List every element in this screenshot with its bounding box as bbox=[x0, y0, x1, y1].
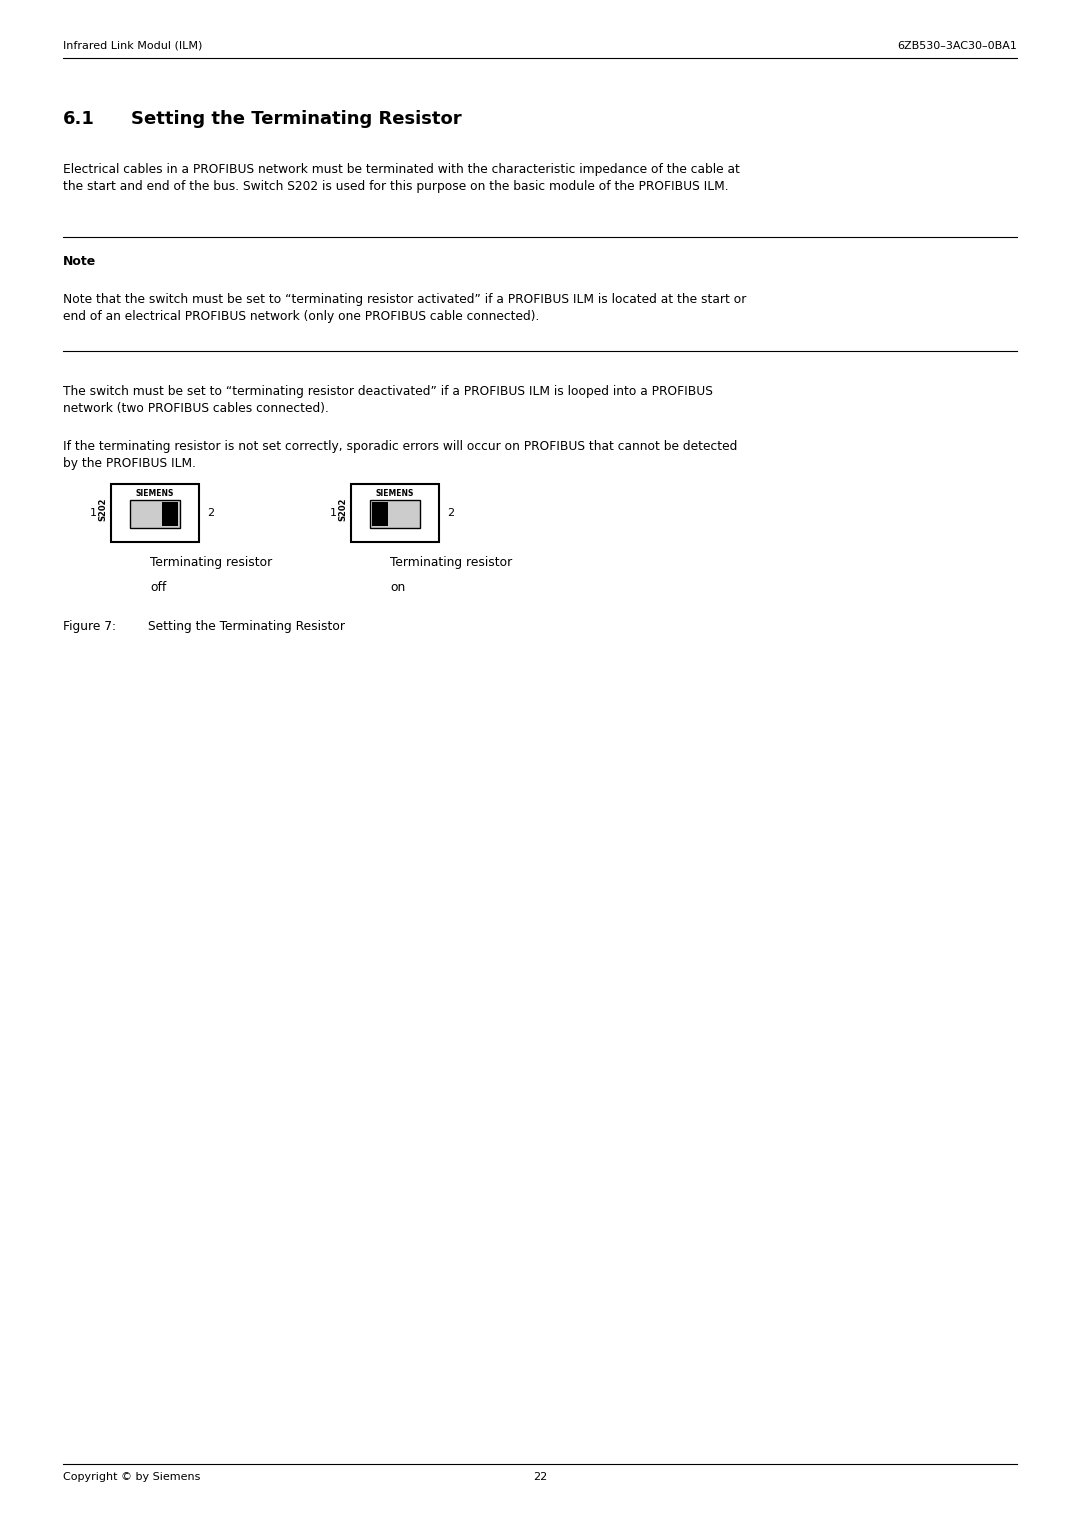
Text: The switch must be set to “terminating resistor deactivated” if a PROFIBUS ILM i: The switch must be set to “terminating r… bbox=[63, 385, 713, 416]
Text: on: on bbox=[390, 581, 405, 594]
Text: Copyright © by Siemens: Copyright © by Siemens bbox=[63, 1471, 201, 1482]
Text: SIEMENS: SIEMENS bbox=[136, 489, 174, 498]
Text: Electrical cables in a PROFIBUS network must be terminated with the characterist: Electrical cables in a PROFIBUS network … bbox=[63, 163, 740, 194]
Text: 6ZB530–3AC30–0BA1: 6ZB530–3AC30–0BA1 bbox=[897, 41, 1017, 50]
Text: 22: 22 bbox=[532, 1471, 548, 1482]
Bar bbox=[372, 503, 388, 527]
Text: S202: S202 bbox=[338, 498, 348, 521]
Text: 1: 1 bbox=[90, 509, 96, 518]
Bar bbox=[351, 484, 438, 542]
Bar bbox=[370, 500, 420, 529]
Text: Terminating resistor: Terminating resistor bbox=[390, 556, 512, 570]
Text: 2: 2 bbox=[207, 509, 215, 518]
Text: 1: 1 bbox=[329, 509, 337, 518]
Text: SIEMENS: SIEMENS bbox=[376, 489, 415, 498]
Text: 2: 2 bbox=[447, 509, 455, 518]
Text: off: off bbox=[150, 581, 166, 594]
Text: Terminating resistor: Terminating resistor bbox=[150, 556, 272, 570]
Bar bbox=[162, 503, 178, 527]
Text: Infrared Link Modul (ILM): Infrared Link Modul (ILM) bbox=[63, 41, 202, 50]
Text: Note: Note bbox=[63, 255, 96, 269]
Text: If the terminating resistor is not set correctly, sporadic errors will occur on : If the terminating resistor is not set c… bbox=[63, 440, 738, 471]
Text: Setting the Terminating Resistor: Setting the Terminating Resistor bbox=[131, 110, 461, 128]
Text: Figure 7:: Figure 7: bbox=[63, 620, 116, 634]
Text: Note that the switch must be set to “terminating resistor activated” if a PROFIB: Note that the switch must be set to “ter… bbox=[63, 293, 746, 324]
Text: Setting the Terminating Resistor: Setting the Terminating Resistor bbox=[148, 620, 345, 634]
Text: 6.1: 6.1 bbox=[63, 110, 95, 128]
Text: S202: S202 bbox=[98, 498, 108, 521]
Bar bbox=[130, 500, 180, 529]
Bar bbox=[111, 484, 199, 542]
